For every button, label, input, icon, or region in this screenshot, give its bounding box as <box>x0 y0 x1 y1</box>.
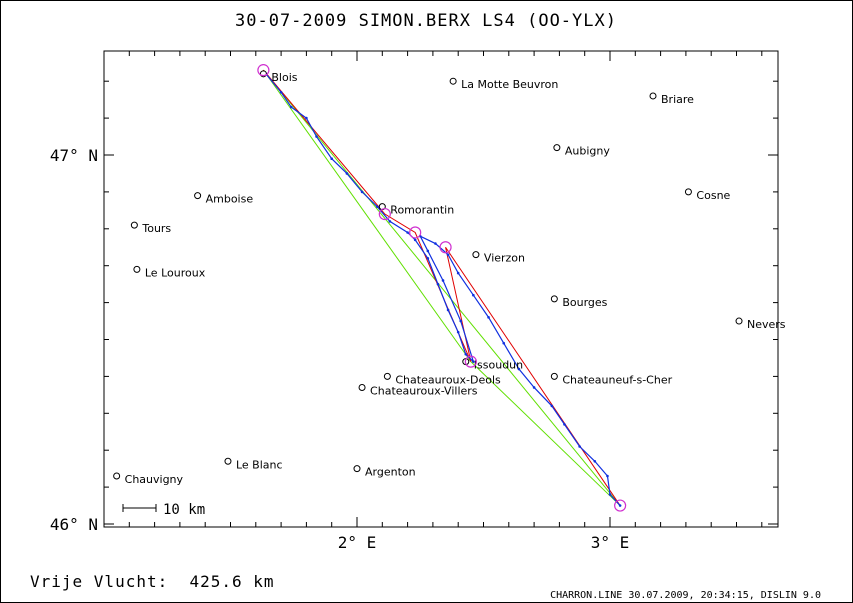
track-point <box>550 404 554 408</box>
town-label: Vierzon <box>484 252 525 265</box>
town-marker <box>449 77 457 85</box>
town-marker <box>353 465 361 473</box>
track-point <box>563 423 566 426</box>
town-label: Bourges <box>562 296 607 309</box>
track-point <box>289 105 293 109</box>
task-lines <box>262 69 621 506</box>
town-marker <box>383 372 391 380</box>
flight-title: 30-07-2009 SIMON.BERX LS4 (OO-YLX) <box>235 11 617 31</box>
town-label: Issoudun <box>474 359 523 372</box>
free-flight-distance: Vrije Vlucht: 425.6 km <box>30 572 275 591</box>
track-point <box>578 445 581 448</box>
town-marker <box>735 317 743 325</box>
town-label: La Motte Beuvron <box>461 78 558 91</box>
town-marker <box>649 92 657 100</box>
plot-area: Blois La Motte Beuvron Briare Aubigny Cosne A… <box>103 50 786 528</box>
track-point <box>487 316 490 319</box>
track-point <box>279 90 283 94</box>
track-point <box>413 238 417 242</box>
turnpoint-markers <box>257 64 627 512</box>
track-point <box>606 474 609 478</box>
track-point <box>456 271 460 275</box>
task-line <box>262 69 472 362</box>
town-label: Aubigny <box>565 145 610 158</box>
axis-ticks <box>104 51 778 527</box>
track-point <box>472 293 475 297</box>
lon-label-3: 3° E <box>591 533 630 552</box>
track-point <box>593 459 597 463</box>
track-point <box>472 360 475 363</box>
town-marker <box>224 457 232 465</box>
track-point <box>502 341 506 345</box>
track-point <box>388 220 392 223</box>
town-label: Romorantin <box>390 204 454 217</box>
town-label: Chateauneuf-s-Cher <box>562 373 672 386</box>
town-marker <box>472 251 480 259</box>
lon-label-2: 2° E <box>338 533 377 552</box>
town-label: Amboise <box>206 193 254 206</box>
turnpoint-marker <box>439 241 452 254</box>
flight-track <box>264 72 622 507</box>
plot-credit: CHARRON.LINE 30.07.2009, 20:34:15, DISLI… <box>550 590 821 601</box>
turnpoint-marker <box>614 499 627 512</box>
track-point <box>426 257 430 260</box>
town-label: Le Blanc <box>236 458 283 471</box>
track-point <box>608 493 612 496</box>
town-label: Cosne <box>696 189 730 202</box>
track-point <box>456 330 460 334</box>
town-marker <box>194 192 202 200</box>
town-label: Briare <box>661 93 694 106</box>
town-marker <box>133 265 141 273</box>
town-marker <box>550 295 558 303</box>
track-point <box>436 282 440 286</box>
task-line <box>470 361 621 506</box>
scale-bar-label: 10 km <box>163 502 205 518</box>
track-point <box>446 308 450 312</box>
track-point <box>517 367 521 371</box>
town-markers: Blois La Motte Beuvron Briare Aubigny Cosne A… <box>113 70 786 486</box>
town-label: Le Louroux <box>145 266 206 279</box>
track-point <box>345 172 349 175</box>
turnpoint-marker <box>409 226 422 239</box>
town-label: Chateauroux-Villers <box>370 384 478 397</box>
track-point <box>375 205 379 208</box>
town-marker <box>553 144 561 152</box>
track-point <box>434 242 437 245</box>
town-label: Tours <box>141 222 171 235</box>
lat-label-46: 46° N <box>50 515 98 534</box>
track-point <box>446 253 450 256</box>
town-marker <box>113 472 121 480</box>
track-point <box>441 279 445 282</box>
track-point <box>618 504 622 507</box>
turnpoint-marker <box>257 64 270 77</box>
track-point <box>315 135 318 138</box>
track-point <box>464 352 468 356</box>
track-point <box>305 116 308 120</box>
track-point <box>532 386 536 389</box>
track-point <box>426 249 430 253</box>
turnpoint-marker <box>464 355 477 368</box>
town-label: Chauvigny <box>125 473 184 486</box>
town-label: Chateauroux-Deols <box>395 373 501 386</box>
town-marker <box>130 221 138 229</box>
track-point <box>459 319 463 323</box>
town-marker <box>550 372 558 380</box>
scale-bar: 10 km <box>122 502 205 518</box>
town-label: Blois <box>271 71 297 84</box>
lat-label-47: 47° N <box>50 146 98 165</box>
track-point <box>360 190 364 194</box>
track-point <box>406 231 409 234</box>
town-label: Nevers <box>747 318 786 331</box>
turnpoint-marker <box>378 207 391 221</box>
track-point <box>330 157 334 160</box>
task-line <box>263 69 621 506</box>
map-border <box>103 50 779 528</box>
town-marker <box>684 188 692 196</box>
town-marker <box>358 383 366 391</box>
town-label: Argenton <box>365 466 416 479</box>
